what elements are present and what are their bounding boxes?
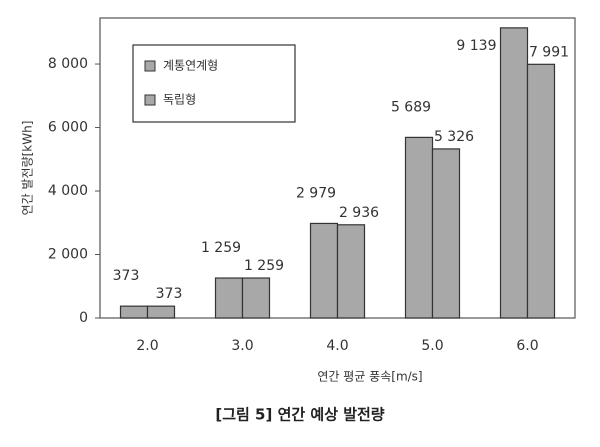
data-label: 7 991 [529,44,569,60]
x-tick-label: 3.0 [231,338,253,354]
y-tick-label: 8 000 [48,56,88,72]
bar [499,27,529,319]
data-label: 9 139 [456,38,496,54]
bar [336,224,366,319]
data-label: 5 689 [391,99,431,115]
data-label: 373 [113,268,140,284]
data-label: 5 326 [434,129,474,145]
data-label: 373 [156,286,183,302]
x-tick-label: 4.0 [326,338,348,354]
x-axis-label: 연간 평균 풍속[m/s] [317,370,422,384]
bar [431,148,461,319]
data-label: 2 979 [296,185,336,201]
y-axis-label: 연간 발전량[kWh] [21,121,35,216]
y-tick-label: 4 000 [48,183,88,199]
x-tick-label: 6.0 [516,338,538,354]
x-tick-label: 5.0 [421,338,443,354]
legend-label: 계통연계형 [163,59,218,73]
bar [309,222,339,319]
y-tick-label: 6 000 [48,120,88,136]
bar [119,305,149,319]
y-tick-label: 2 000 [48,247,88,263]
chart-title: [그림 5] 연간 예상 발전량 [215,406,384,424]
x-tick-label: 2.0 [136,338,158,354]
data-label: 1 259 [201,240,241,256]
data-label: 1 259 [244,258,284,274]
bar [241,277,271,319]
data-label: 2 936 [339,205,379,221]
bar [214,277,244,319]
bar [404,136,434,319]
bar [526,63,556,319]
legend-box [132,44,296,123]
bar [146,305,176,319]
legend-swatch [144,94,156,106]
legend-label: 독립형 [163,93,196,107]
y-tick-label: 0 [79,310,88,326]
legend-swatch [144,60,156,72]
